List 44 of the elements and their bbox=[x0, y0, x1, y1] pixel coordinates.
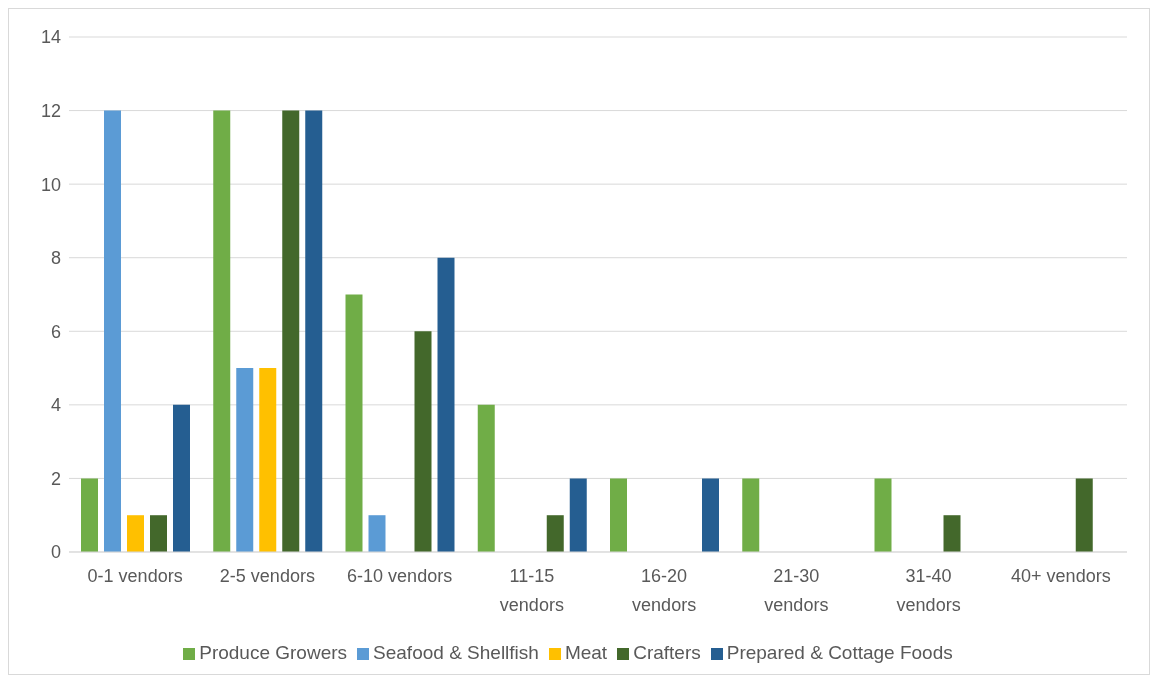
legend-label: Seafood & Shellfish bbox=[373, 642, 539, 663]
bar bbox=[569, 478, 587, 552]
bar bbox=[1075, 478, 1093, 552]
y-tick-label: 8 bbox=[50, 248, 61, 269]
y-tick-label: 14 bbox=[40, 27, 61, 48]
bar bbox=[742, 478, 760, 552]
bar bbox=[610, 478, 627, 552]
bar bbox=[282, 110, 300, 552]
bar bbox=[477, 404, 495, 552]
bar bbox=[236, 368, 254, 552]
bar bbox=[150, 515, 167, 552]
x-tick-label: 6-10 vendors bbox=[347, 566, 453, 587]
bar bbox=[104, 110, 121, 552]
legend-label: Crafters bbox=[633, 642, 701, 663]
bar bbox=[414, 331, 432, 552]
y-tick-label: 2 bbox=[50, 468, 61, 489]
legend-label: Produce Growers bbox=[199, 642, 348, 663]
bar bbox=[546, 515, 564, 552]
x-tick-label: 11-15 vendors bbox=[499, 566, 564, 616]
x-tick-label: 16-20 vendors bbox=[632, 566, 697, 616]
y-tick-label: 12 bbox=[40, 100, 61, 121]
legend-label: Meat bbox=[564, 642, 608, 663]
y-tick-label: 10 bbox=[40, 174, 61, 195]
bar bbox=[213, 110, 231, 552]
y-tick-label: 6 bbox=[50, 321, 61, 342]
x-tick-label: 31-40 vendors bbox=[896, 566, 961, 616]
bar bbox=[943, 515, 961, 552]
bar bbox=[368, 515, 386, 552]
bar bbox=[81, 478, 98, 552]
bar bbox=[345, 294, 363, 552]
y-tick-label: 4 bbox=[50, 395, 61, 416]
y-tick-label: 0 bbox=[50, 542, 61, 563]
bar bbox=[305, 110, 323, 552]
bar bbox=[437, 257, 455, 552]
x-tick-label: 2-5 vendors bbox=[219, 566, 315, 587]
bar bbox=[173, 404, 190, 552]
bar bbox=[259, 368, 277, 552]
x-tick-label: 40+ vendors bbox=[1011, 566, 1111, 587]
bar bbox=[874, 478, 892, 552]
legend-label: Prepared & Cottage Foods bbox=[726, 642, 953, 663]
x-tick-label: 21-30 vendors bbox=[764, 566, 829, 616]
x-tick-label: 0-1 vendors bbox=[87, 566, 183, 587]
bar bbox=[702, 478, 719, 552]
bar bbox=[127, 515, 144, 552]
